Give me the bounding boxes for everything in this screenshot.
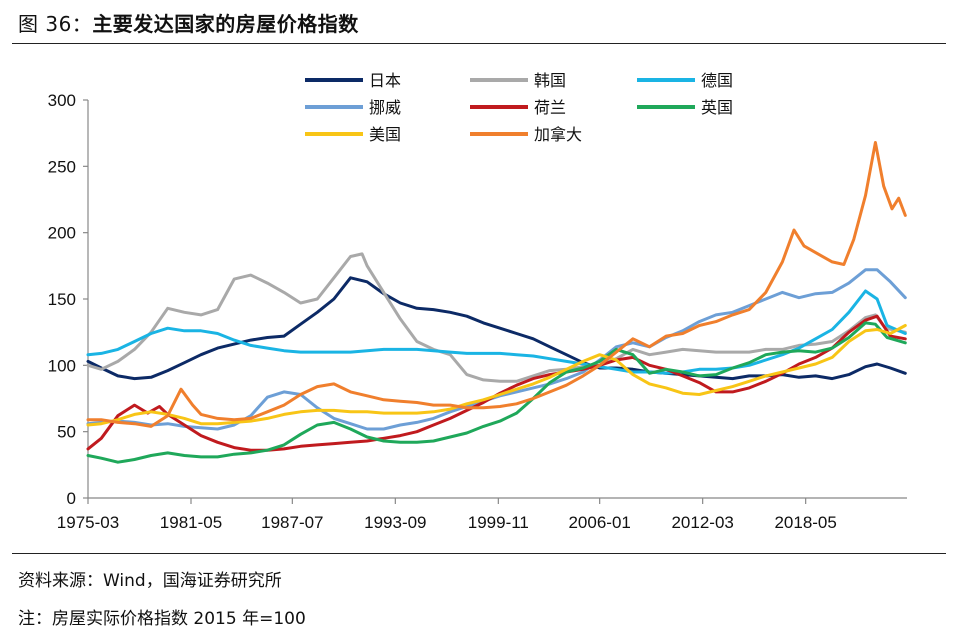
legend-label-4: 挪威 xyxy=(369,98,401,117)
x-tick-label: 1993-09 xyxy=(364,513,426,532)
series-line-6 xyxy=(86,321,907,464)
bottom-divider xyxy=(12,553,946,554)
legend-label-7: 美国 xyxy=(369,125,401,144)
legend-label-3: 德国 xyxy=(701,71,733,90)
x-tick-label: 2006-01 xyxy=(568,513,630,532)
x-tick-label: 2018-05 xyxy=(774,513,836,532)
series-line-5 xyxy=(86,314,907,452)
top-divider xyxy=(12,43,946,44)
series-line-7 xyxy=(86,324,907,427)
x-tick-label: 1987-07 xyxy=(261,513,323,532)
legend-label-8: 加拿大 xyxy=(534,125,582,144)
x-tick-label: 1975-03 xyxy=(57,513,119,532)
chart-axes: 0 50 100 150 200 250 300 1975-03 1981-05 1987-07 1… xyxy=(48,91,907,532)
series-line-8 xyxy=(86,141,907,428)
y-tick-label: 300 xyxy=(48,91,76,110)
legend-label-5: 荷兰 xyxy=(534,98,566,117)
legend-label-1: 日本 xyxy=(369,71,401,90)
x-tick-label: 1981-05 xyxy=(160,513,222,532)
y-tick-label: 250 xyxy=(48,157,76,176)
y-tick-label: 0 xyxy=(67,489,76,508)
x-tick-label: 1999-11 xyxy=(468,513,529,532)
series-line-2 xyxy=(86,252,907,383)
y-tick-label: 150 xyxy=(48,290,76,309)
legend-label-2: 韩国 xyxy=(534,71,566,90)
x-tick-label: 2012-03 xyxy=(671,513,733,532)
chart-series xyxy=(86,141,907,464)
chart-title: 图 36：主要发达国家的房屋价格指数 xyxy=(18,8,359,37)
figure-title: 主要发达国家的房屋价格指数 xyxy=(92,12,359,36)
legend-label-6: 英国 xyxy=(701,98,733,117)
y-tick-label: 50 xyxy=(57,423,76,442)
source-note: 资料来源：Wind，国海证券研究所 xyxy=(18,571,282,591)
series-line-3 xyxy=(86,289,907,375)
y-tick-label: 100 xyxy=(48,356,76,375)
y-tick-label: 200 xyxy=(48,224,76,243)
footnote: 注：房屋实际价格指数 2015 年=100 xyxy=(18,609,306,629)
figure-number: 图 36： xyxy=(18,12,93,36)
